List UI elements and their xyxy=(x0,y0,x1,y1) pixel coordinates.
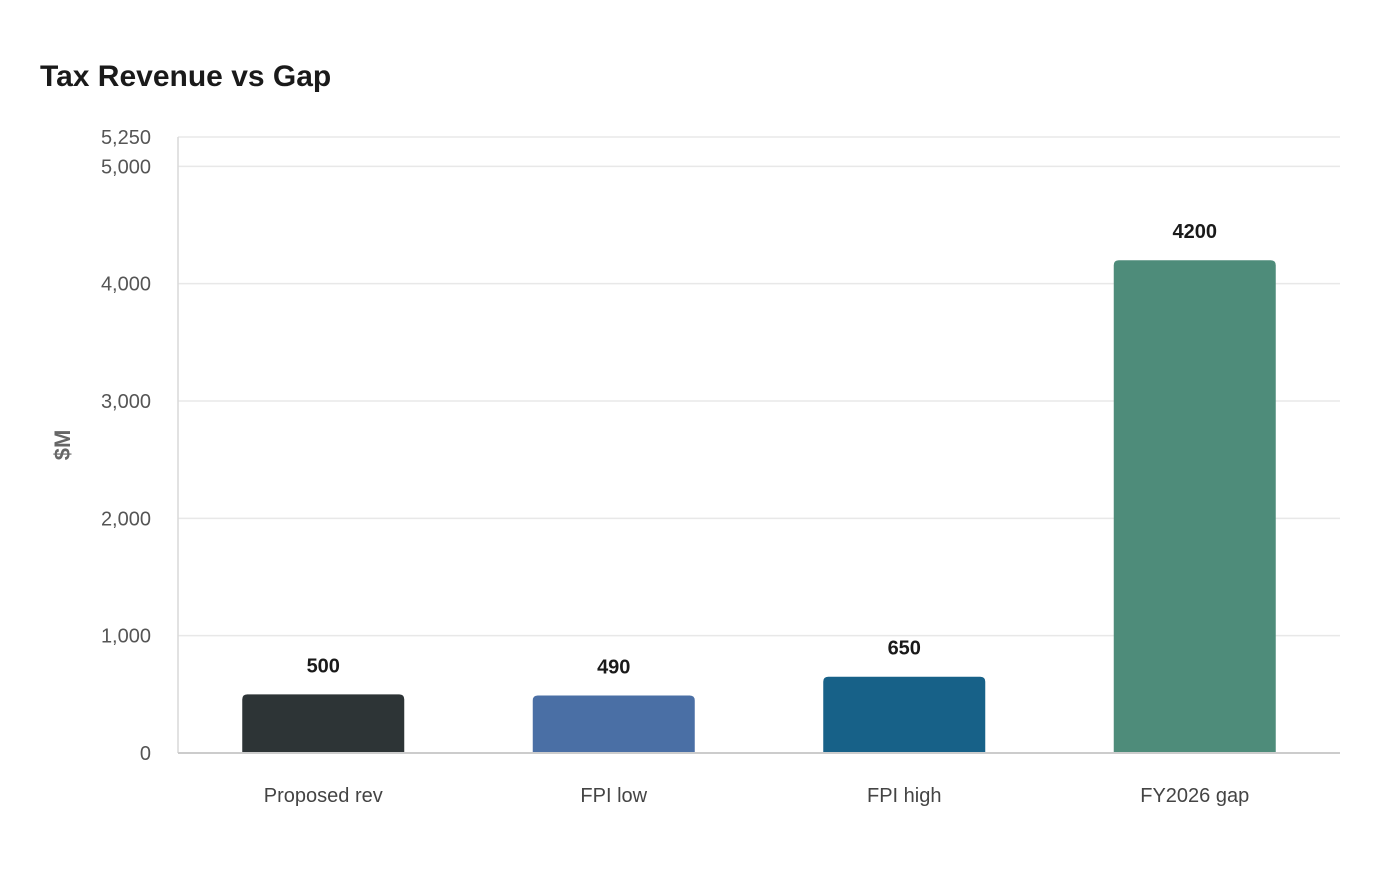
y-axis-label: $M xyxy=(50,430,75,461)
data-label: 490 xyxy=(597,657,630,679)
y-tick-label: 2,000 xyxy=(101,508,151,530)
x-tick-label: FPI low xyxy=(580,785,647,807)
bar[interactable] xyxy=(1113,260,1276,753)
x-tick-label: FY2026 gap xyxy=(1140,785,1249,807)
data-label: 500 xyxy=(307,655,340,677)
y-tick-label: 5,000 xyxy=(101,156,151,178)
bar[interactable] xyxy=(532,695,695,753)
bar[interactable] xyxy=(823,676,986,753)
x-tick-label: FPI high xyxy=(867,785,941,807)
data-label: 650 xyxy=(888,638,921,660)
bar[interactable] xyxy=(242,694,405,753)
y-tick-label: 5,250 xyxy=(101,127,151,149)
data-label: 4200 xyxy=(1173,221,1218,243)
y-tick-label: 1,000 xyxy=(101,626,151,648)
y-tick-label: 3,000 xyxy=(101,391,151,413)
y-tick-label: 4,000 xyxy=(101,274,151,296)
chart-title: Tax Revenue vs Gap xyxy=(40,60,332,93)
y-tick-label: 0 xyxy=(140,743,151,765)
x-tick-label: Proposed rev xyxy=(264,785,383,807)
